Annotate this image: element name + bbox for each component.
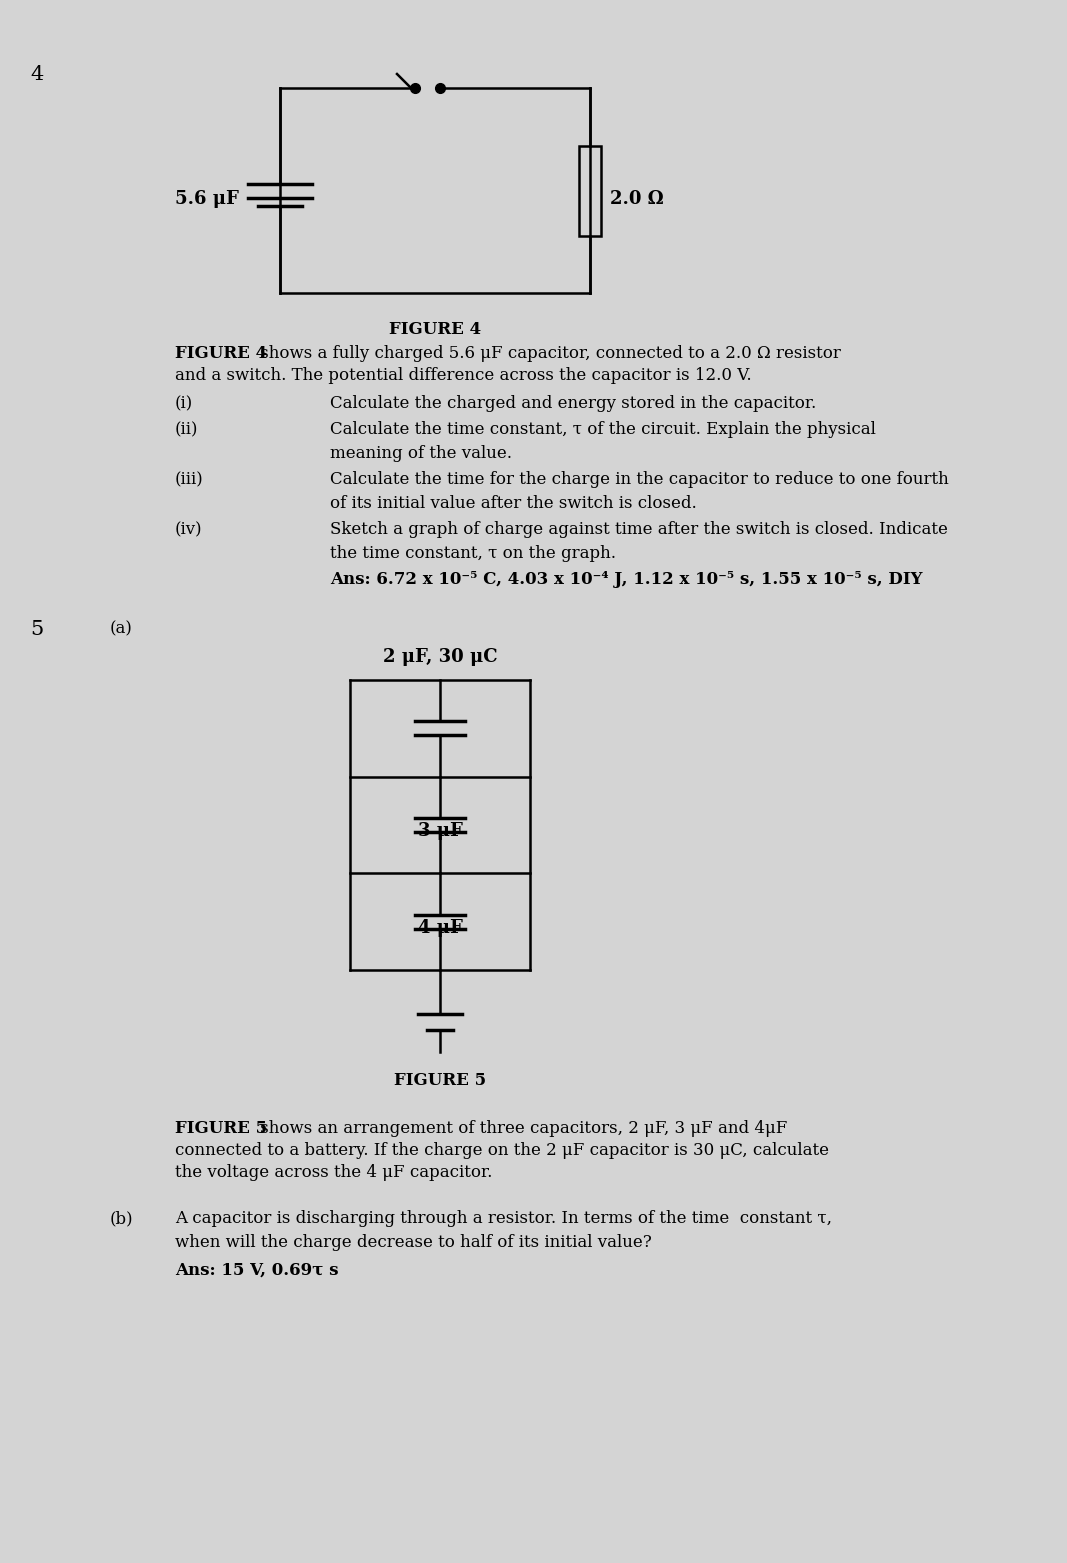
Text: FIGURE 4: FIGURE 4 — [175, 345, 267, 363]
Text: Calculate the time constant, τ of the circuit. Explain the physical: Calculate the time constant, τ of the ci… — [330, 420, 876, 438]
Text: (a): (a) — [110, 621, 133, 638]
Text: 5.6 μF: 5.6 μF — [175, 189, 239, 208]
Text: Calculate the time for the charge in the capacitor to reduce to one fourth: Calculate the time for the charge in the… — [330, 470, 949, 488]
Text: A capacitor is discharging through a resistor. In terms of the time  constant τ,: A capacitor is discharging through a res… — [175, 1210, 832, 1227]
Text: 5: 5 — [30, 621, 44, 639]
Text: of its initial value after the switch is closed.: of its initial value after the switch is… — [330, 495, 697, 513]
Text: 3 μF: 3 μF — [417, 822, 462, 839]
Text: (i): (i) — [175, 395, 193, 413]
Text: the time constant, τ on the graph.: the time constant, τ on the graph. — [330, 545, 616, 563]
Text: shows a fully charged 5.6 μF capacitor, connected to a 2.0 Ω resistor: shows a fully charged 5.6 μF capacitor, … — [255, 345, 841, 363]
Text: Calculate the charged and energy stored in the capacitor.: Calculate the charged and energy stored … — [330, 395, 816, 413]
Text: (iii): (iii) — [175, 470, 204, 488]
Text: Ans: 6.72 x 10⁻⁵ C, 4.03 x 10⁻⁴ J, 1.12 x 10⁻⁵ s, 1.55 x 10⁻⁵ s, DIY: Ans: 6.72 x 10⁻⁵ C, 4.03 x 10⁻⁴ J, 1.12 … — [330, 570, 923, 588]
Text: (b): (b) — [110, 1210, 133, 1227]
Text: 2 μF, 30 μC: 2 μF, 30 μC — [383, 649, 497, 666]
Text: FIGURE 5: FIGURE 5 — [175, 1121, 267, 1136]
Text: 4: 4 — [30, 66, 44, 84]
Text: connected to a battery. If the charge on the 2 μF capacitor is 30 μC, calculate: connected to a battery. If the charge on… — [175, 1143, 829, 1160]
Text: FIGURE 4: FIGURE 4 — [389, 320, 481, 338]
Text: (iv): (iv) — [175, 520, 203, 538]
Text: meaning of the value.: meaning of the value. — [330, 445, 512, 463]
Text: Sketch a graph of charge against time after the switch is closed. Indicate: Sketch a graph of charge against time af… — [330, 520, 947, 538]
Text: shows an arrangement of three capacitors, 2 μF, 3 μF and 4μF: shows an arrangement of three capacitors… — [255, 1121, 787, 1136]
Text: Ans: 15 V, 0.69τ s: Ans: 15 V, 0.69τ s — [175, 1261, 338, 1279]
Text: the voltage across the 4 μF capacitor.: the voltage across the 4 μF capacitor. — [175, 1164, 492, 1182]
Bar — [579, 145, 601, 236]
Text: (ii): (ii) — [175, 420, 198, 438]
Text: when will the charge decrease to half of its initial value?: when will the charge decrease to half of… — [175, 1235, 652, 1250]
Text: 4 μF: 4 μF — [417, 919, 462, 936]
Text: FIGURE 5: FIGURE 5 — [394, 1072, 487, 1089]
Text: and a switch. The potential difference across the capacitor is 12.0 V.: and a switch. The potential difference a… — [175, 367, 751, 384]
Text: 2.0 Ω: 2.0 Ω — [610, 189, 664, 208]
